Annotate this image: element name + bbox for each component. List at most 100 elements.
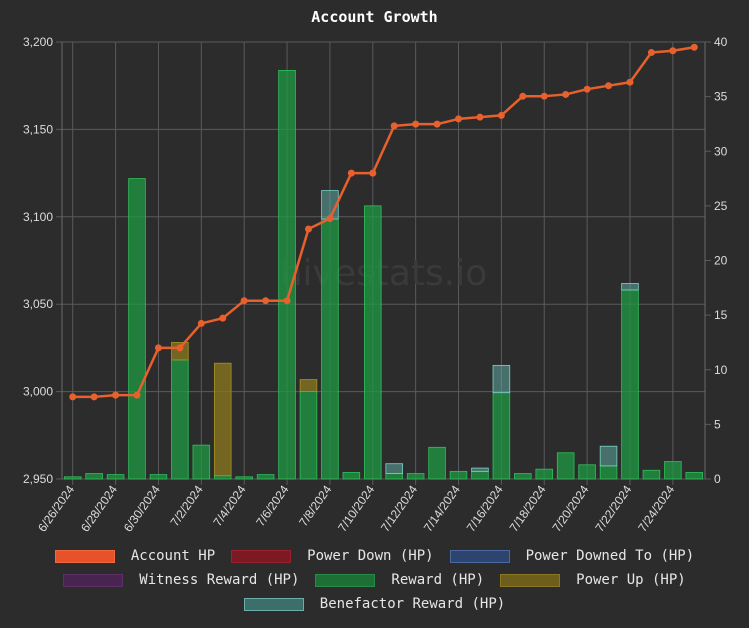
bar-reward-hp	[685, 472, 704, 480]
bar-reward-hp	[149, 474, 168, 480]
point-account-hp	[455, 115, 463, 123]
bar-reward-hp	[235, 476, 253, 480]
y-right-tick-label: 20	[714, 254, 728, 268]
point-account-hp	[154, 344, 162, 352]
x-tick-label: 7/16/2024	[464, 482, 506, 534]
bar-reward-hp	[128, 178, 146, 480]
legend-swatch	[315, 573, 376, 587]
point-account-hp	[176, 344, 184, 352]
point-account-hp	[262, 297, 270, 305]
bar-reward-hp	[664, 461, 682, 480]
y-left-tick-label: 3,000	[23, 385, 53, 399]
bar-reward-hp	[213, 475, 232, 480]
point-account-hp	[390, 122, 398, 130]
point-account-hp	[412, 120, 420, 128]
bar-reward-hp	[106, 474, 125, 480]
legend-swatch	[243, 597, 304, 611]
point-account-hp	[690, 43, 698, 51]
x-tick-label: 7/18/2024	[507, 482, 549, 534]
legend-item[interactable]: Power Downed To (HP)	[449, 548, 694, 564]
bar-benefactor-reward-hp	[471, 467, 489, 472]
bar-benefactor-reward-hp	[621, 283, 639, 291]
x-tick-label: 7/8/2024	[296, 482, 334, 529]
bar-reward-hp	[171, 359, 189, 480]
point-account-hp	[347, 169, 355, 177]
x-tick-label: 7/2/2024	[168, 482, 206, 529]
y-right-tick-label: 5	[714, 417, 721, 431]
point-account-hp	[669, 47, 677, 55]
bar-reward-hp	[599, 465, 618, 480]
y-right-tick-label: 25	[714, 199, 728, 213]
chart-title: Account Growth	[311, 8, 438, 26]
legend-label: Power Up (HP)	[576, 572, 686, 588]
point-account-hp	[519, 92, 527, 100]
point-account-hp	[326, 215, 334, 223]
bar-power-up-hp	[213, 362, 232, 477]
x-tick-label: 7/12/2024	[378, 482, 420, 534]
bar-reward-hp	[535, 468, 554, 480]
legend-row: Benefactor Reward (HP)	[0, 592, 749, 616]
bar-reward-hp	[364, 205, 382, 480]
bar-reward-hp	[514, 473, 532, 480]
point-account-hp	[304, 225, 312, 233]
point-account-hp	[497, 111, 505, 119]
bar-reward-hp	[321, 218, 339, 480]
legend-label: Power Down (HP)	[307, 548, 434, 564]
bar-reward-hp	[492, 392, 511, 480]
legend-swatch	[500, 573, 561, 587]
point-account-hp	[283, 297, 291, 305]
legend-item[interactable]: Power Up (HP)	[500, 572, 686, 588]
legend-item[interactable]: Witness Reward (HP)	[63, 572, 299, 588]
point-account-hp	[626, 78, 634, 86]
point-account-hp	[69, 393, 77, 401]
bar-reward-hp	[256, 474, 275, 480]
legend-item[interactable]: Benefactor Reward (HP)	[243, 596, 505, 612]
bar-reward-hp	[192, 444, 211, 480]
bar-benefactor-reward-hp	[385, 463, 403, 474]
x-tick-label: 6/30/2024	[121, 482, 163, 534]
bar-reward-hp	[642, 469, 661, 480]
x-tick-label: 7/10/2024	[335, 482, 377, 534]
bar-reward-hp	[621, 289, 639, 480]
legend-swatch	[449, 549, 510, 563]
y-left-tick-label: 2,950	[23, 472, 53, 486]
legend-item[interactable]: Reward (HP)	[315, 572, 484, 588]
point-account-hp	[605, 82, 613, 90]
y-left-tick-label: 3,150	[23, 122, 53, 136]
x-tick-label: 7/20/2024	[549, 482, 591, 534]
legend-label: Account HP	[130, 548, 216, 564]
bar-reward-hp	[385, 473, 403, 480]
x-tick-label: 6/28/2024	[78, 482, 120, 534]
y-right-tick-label: 35	[714, 90, 728, 104]
point-account-hp	[476, 113, 484, 121]
bar-reward-hp	[406, 473, 425, 480]
legend-label: Witness Reward (HP)	[139, 572, 300, 588]
bar-reward-hp	[471, 470, 489, 480]
bar-benefactor-reward-hp	[599, 445, 618, 467]
y-right-tick-label: 40	[714, 35, 728, 49]
y-right-tick-label: 10	[714, 363, 728, 377]
bar-reward-hp	[428, 446, 446, 480]
bar-reward-hp	[63, 476, 82, 480]
line-account-hp	[72, 46, 695, 399]
bar-reward-hp	[449, 470, 468, 480]
bar-reward-hp	[578, 464, 596, 480]
x-tick-label: 7/22/2024	[592, 482, 634, 534]
x-tick-label: 7/24/2024	[635, 482, 677, 534]
legend-item[interactable]: Power Down (HP)	[231, 548, 434, 564]
legend-item[interactable]: Account HP	[54, 548, 216, 564]
x-tick-label: 7/4/2024	[210, 482, 248, 529]
legend-row: Witness Reward (HP) Reward (HP) Power Up (…	[0, 568, 749, 592]
point-account-hp	[240, 297, 248, 305]
point-account-hp	[583, 85, 591, 93]
point-account-hp	[219, 314, 227, 322]
legend-label: Reward (HP)	[391, 572, 485, 588]
bar-reward-hp	[299, 391, 318, 480]
chart-plot: 2,950 3,000 3,050 3,100 3,150 3,200 0 5 10 15 20 25…	[23, 35, 728, 534]
chart-legend: Account HP Power Down (HP) Power Downed To…	[0, 544, 749, 616]
legend-swatch	[54, 549, 115, 563]
point-account-hp	[90, 393, 98, 401]
legend-row: Account HP Power Down (HP) Power Downed To…	[0, 544, 749, 568]
legend-swatch	[63, 573, 124, 587]
bar-power-up-hp	[299, 379, 318, 392]
